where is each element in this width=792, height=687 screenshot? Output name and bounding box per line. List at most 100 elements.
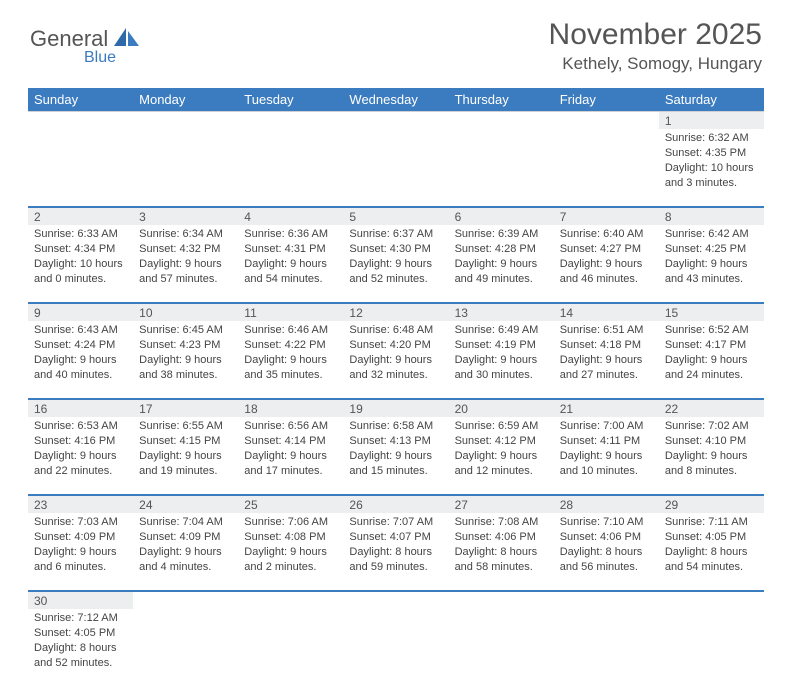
day-detail-line: Sunset: 4:22 PM (244, 338, 337, 353)
day-number: 28 (554, 495, 659, 513)
daynum-row: 2345678 (28, 207, 764, 225)
day-detail-line: Sunrise: 7:06 AM (244, 515, 337, 530)
day-number: 30 (28, 591, 133, 609)
logo-word2: Blue (84, 50, 144, 66)
day-detail-line: Sunrise: 6:32 AM (665, 131, 758, 146)
day-detail-line: Sunset: 4:12 PM (455, 434, 548, 449)
day-detail-line: Sunrise: 6:43 AM (34, 323, 127, 338)
day-detail-line: Sunset: 4:06 PM (560, 530, 653, 545)
day-cell (133, 609, 238, 687)
day-number: 23 (28, 495, 133, 513)
calendar-table: Sunday Monday Tuesday Wednesday Thursday… (28, 88, 764, 687)
day-detail-line: Sunrise: 7:08 AM (455, 515, 548, 530)
day-detail-line: Sunrise: 6:45 AM (139, 323, 232, 338)
day-cell: Sunrise: 7:11 AMSunset: 4:05 PMDaylight:… (659, 513, 764, 591)
daynum-row: 1 (28, 112, 764, 130)
day-number (343, 591, 448, 609)
title-block: November 2025 Kethely, Somogy, Hungary (549, 18, 762, 74)
day-cell: Sunrise: 7:02 AMSunset: 4:10 PMDaylight:… (659, 417, 764, 495)
day-detail-line: Daylight: 9 hours and 27 minutes. (560, 353, 653, 383)
day-detail-line: Sunset: 4:24 PM (34, 338, 127, 353)
day-cell: Sunrise: 7:04 AMSunset: 4:09 PMDaylight:… (133, 513, 238, 591)
day-detail-line: Sunrise: 6:59 AM (455, 419, 548, 434)
day-number: 4 (238, 207, 343, 225)
day-cell (449, 129, 554, 207)
day-detail-line: Daylight: 9 hours and 19 minutes. (139, 449, 232, 479)
day-detail-line: Sunrise: 6:49 AM (455, 323, 548, 338)
weekday-header: Monday (133, 88, 238, 112)
day-detail-line: Sunrise: 6:34 AM (139, 227, 232, 242)
day-detail-line: Sunrise: 6:46 AM (244, 323, 337, 338)
day-number: 24 (133, 495, 238, 513)
content-row: Sunrise: 7:03 AMSunset: 4:09 PM Daylight:… (28, 513, 764, 591)
day-number: 9 (28, 303, 133, 321)
content-row: Sunrise: 6:53 AMSunset: 4:16 PM Daylight:… (28, 417, 764, 495)
day-detail-line: Sunset: 4:10 PM (665, 434, 758, 449)
day-detail-line: Daylight: 9 hours and 43 minutes. (665, 257, 758, 287)
daynum-row: 9101112131415 (28, 303, 764, 321)
day-detail-line: Sunrise: 6:53 AM (34, 419, 127, 434)
day-detail-line: Sunset: 4:09 PM (34, 530, 127, 545)
day-cell: Sunrise: 6:36 AMSunset: 4:31 PMDaylight:… (238, 225, 343, 303)
day-detail-line: Sunset: 4:06 PM (455, 530, 548, 545)
day-detail-line: Daylight: 9 hours and 57 minutes. (139, 257, 232, 287)
day-cell: Sunrise: 6:58 AMSunset: 4:13 PMDaylight:… (343, 417, 448, 495)
day-detail-line: Sunset: 4:27 PM (560, 242, 653, 257)
day-detail-line: Sunrise: 7:00 AM (560, 419, 653, 434)
day-detail-line: Sunset: 4:05 PM (665, 530, 758, 545)
day-detail-line: Sunrise: 6:52 AM (665, 323, 758, 338)
daynum-row: 23242526272829 (28, 495, 764, 513)
day-detail-line: Sunrise: 7:02 AM (665, 419, 758, 434)
location-text: Kethely, Somogy, Hungary (549, 54, 762, 74)
weekday-header-row: Sunday Monday Tuesday Wednesday Thursday… (28, 88, 764, 112)
day-cell: Sunrise: 6:51 AMSunset: 4:18 PMDaylight:… (554, 321, 659, 399)
day-cell (238, 609, 343, 687)
day-detail-line: Daylight: 9 hours and 40 minutes. (34, 353, 127, 383)
day-detail-line: Daylight: 9 hours and 4 minutes. (139, 545, 232, 575)
day-detail-line: Sunrise: 7:03 AM (34, 515, 127, 530)
daynum-row: 30 (28, 591, 764, 609)
day-cell: Sunrise: 6:45 AMSunset: 4:23 PMDaylight:… (133, 321, 238, 399)
day-cell: Sunrise: 6:52 AMSunset: 4:17 PMDaylight:… (659, 321, 764, 399)
day-detail-line: Sunrise: 6:42 AM (665, 227, 758, 242)
weekday-header: Thursday (449, 88, 554, 112)
day-detail-line: Sunrise: 6:39 AM (455, 227, 548, 242)
day-detail-line: Daylight: 10 hours and 0 minutes. (34, 257, 127, 287)
day-detail-line: Daylight: 8 hours and 52 minutes. (34, 641, 127, 671)
day-number: 16 (28, 399, 133, 417)
day-detail-line: Sunset: 4:20 PM (349, 338, 442, 353)
day-number: 17 (133, 399, 238, 417)
day-cell: Sunrise: 6:34 AMSunset: 4:32 PMDaylight:… (133, 225, 238, 303)
weekday-header: Friday (554, 88, 659, 112)
day-detail-line: Sunrise: 6:48 AM (349, 323, 442, 338)
day-detail-line: Daylight: 8 hours and 56 minutes. (560, 545, 653, 575)
day-cell: Sunrise: 6:56 AMSunset: 4:14 PMDaylight:… (238, 417, 343, 495)
day-detail-line: Sunset: 4:34 PM (34, 242, 127, 257)
day-detail-line: Sunset: 4:15 PM (139, 434, 232, 449)
day-detail-line: Sunset: 4:16 PM (34, 434, 127, 449)
day-number (133, 112, 238, 130)
day-detail-line: Daylight: 9 hours and 54 minutes. (244, 257, 337, 287)
day-detail-line: Sunrise: 7:11 AM (665, 515, 758, 530)
day-number (449, 112, 554, 130)
day-detail-line: Sunset: 4:28 PM (455, 242, 548, 257)
day-detail-line: Daylight: 9 hours and 38 minutes. (139, 353, 232, 383)
day-detail-line: Daylight: 9 hours and 10 minutes. (560, 449, 653, 479)
day-number: 6 (449, 207, 554, 225)
day-number: 27 (449, 495, 554, 513)
day-number: 19 (343, 399, 448, 417)
day-number (28, 112, 133, 130)
day-detail-line: Daylight: 9 hours and 32 minutes. (349, 353, 442, 383)
day-number: 12 (343, 303, 448, 321)
header: General Blue November 2025 Kethely, Somo… (0, 0, 792, 82)
sail-icon (112, 26, 142, 52)
day-cell (449, 609, 554, 687)
day-number (343, 112, 448, 130)
day-cell: Sunrise: 6:40 AMSunset: 4:27 PMDaylight:… (554, 225, 659, 303)
content-row: Sunrise: 7:12 AMSunset: 4:05 PMDaylight:… (28, 609, 764, 687)
day-cell: Sunrise: 6:53 AMSunset: 4:16 PMDaylight:… (28, 417, 133, 495)
day-cell (28, 129, 133, 207)
day-cell: Sunrise: 7:08 AMSunset: 4:06 PMDaylight:… (449, 513, 554, 591)
day-detail-line: Sunrise: 6:37 AM (349, 227, 442, 242)
day-detail-line: Sunset: 4:30 PM (349, 242, 442, 257)
